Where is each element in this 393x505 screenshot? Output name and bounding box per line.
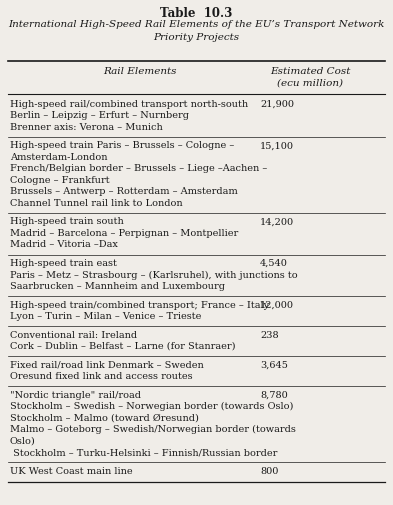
Text: 238: 238 <box>260 330 279 339</box>
Text: Rail Elements: Rail Elements <box>103 67 177 76</box>
Text: Estimated Cost
(ecu million): Estimated Cost (ecu million) <box>270 67 350 87</box>
Text: High-speed train/combined transport; France – Italy
Lyon – Turin – Milan – Venic: High-speed train/combined transport; Fra… <box>10 300 269 320</box>
Text: 12,000: 12,000 <box>260 300 294 309</box>
Text: 4,540: 4,540 <box>260 259 288 268</box>
Text: Table  10.3: Table 10.3 <box>160 7 233 20</box>
Text: High-speed train south
Madrid – Barcelona – Perpignan – Montpellier
Madrid – Vit: High-speed train south Madrid – Barcelon… <box>10 217 238 249</box>
Text: 21,900: 21,900 <box>260 100 294 109</box>
Text: "Nordic triangle" rail/road
Stockholm – Swedish – Norwegian border (towards Oslo: "Nordic triangle" rail/road Stockholm – … <box>10 390 296 456</box>
Text: Conventional rail: Ireland
Cork – Dublin – Belfast – Larne (for Stanraer): Conventional rail: Ireland Cork – Dublin… <box>10 330 235 350</box>
Text: International High-Speed Rail Elements of the EU’s Transport Network
Priority Pr: International High-Speed Rail Elements o… <box>8 20 385 41</box>
Text: High-speed train east
Paris – Metz – Strasbourg – (Karlsruhel), with junctions t: High-speed train east Paris – Metz – Str… <box>10 259 298 290</box>
Text: 14,200: 14,200 <box>260 217 294 226</box>
Text: 3,645: 3,645 <box>260 360 288 369</box>
Text: High-speed rail/combined transport north-south
Berlin – Leipzig – Erfurt – Nurnb: High-speed rail/combined transport north… <box>10 100 248 132</box>
Text: Fixed rail/road link Denmark – Sweden
Oresund fixed link and access routes: Fixed rail/road link Denmark – Sweden Or… <box>10 360 204 380</box>
Text: 8,780: 8,780 <box>260 390 288 399</box>
Text: High-speed train Paris – Brussels – Cologne –
Amsterdam-London
French/Belgian bo: High-speed train Paris – Brussels – Colo… <box>10 141 267 208</box>
Text: 800: 800 <box>260 466 278 475</box>
Text: 15,100: 15,100 <box>260 141 294 150</box>
Text: UK West Coast main line: UK West Coast main line <box>10 466 132 475</box>
